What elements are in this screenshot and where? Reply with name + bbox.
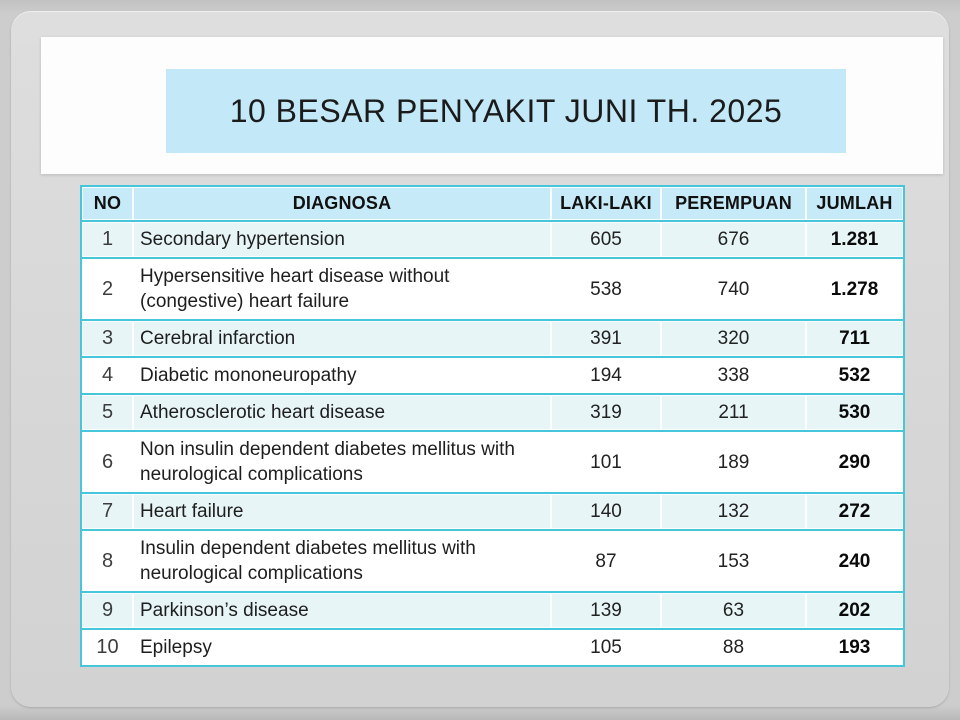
cell-perempuan: 676 bbox=[661, 220, 806, 258]
table-row: 4 Diabetic mononeuropathy 194 338 532 bbox=[81, 356, 904, 394]
cell-no: 6 bbox=[81, 430, 133, 493]
table-row: 6 Non insulin dependent diabetes mellitu… bbox=[81, 430, 904, 493]
column-header-diagnosa: DIAGNOSA bbox=[133, 186, 551, 222]
column-header-laki-laki: LAKI-LAKI bbox=[551, 186, 661, 222]
cell-diagnosa: Cerebral infarction bbox=[133, 319, 551, 357]
cell-perempuan: 132 bbox=[661, 492, 806, 530]
cell-laki-laki: 605 bbox=[551, 220, 661, 258]
cell-diagnosa: Epilepsy bbox=[133, 628, 551, 666]
cell-jumlah: 711 bbox=[806, 319, 904, 357]
table-row: 10 Epilepsy 105 88 193 bbox=[81, 628, 904, 666]
cell-no: 2 bbox=[81, 257, 133, 320]
table-row: 8 Insulin dependent diabetes mellitus wi… bbox=[81, 529, 904, 592]
column-header-no: NO bbox=[81, 186, 133, 222]
title-box: 10 BESAR PENYAKIT JUNI TH. 2025 bbox=[166, 69, 846, 153]
cell-no: 9 bbox=[81, 591, 133, 629]
cell-laki-laki: 538 bbox=[551, 257, 661, 320]
cell-laki-laki: 101 bbox=[551, 430, 661, 493]
column-header-perempuan: PEREMPUAN bbox=[661, 186, 806, 222]
cell-no: 5 bbox=[81, 393, 133, 431]
table-row: 9 Parkinson’s disease 139 63 202 bbox=[81, 591, 904, 629]
cell-diagnosa: Diabetic mononeuropathy bbox=[133, 356, 551, 394]
cell-diagnosa: Non insulin dependent diabetes mellitus … bbox=[133, 430, 551, 493]
cell-perempuan: 153 bbox=[661, 529, 806, 592]
cell-perempuan: 88 bbox=[661, 628, 806, 666]
cell-diagnosa: Insulin dependent diabetes mellitus with… bbox=[133, 529, 551, 592]
cell-perempuan: 338 bbox=[661, 356, 806, 394]
disease-table: NO DIAGNOSA LAKI-LAKI PEREMPUAN JUMLAH 1… bbox=[80, 185, 905, 667]
table-row: 3 Cerebral infarction 391 320 711 bbox=[81, 319, 904, 357]
column-header-jumlah: JUMLAH bbox=[806, 186, 904, 222]
page-title: 10 BESAR PENYAKIT JUNI TH. 2025 bbox=[229, 92, 783, 129]
cell-laki-laki: 105 bbox=[551, 628, 661, 666]
table-row: 1 Secondary hypertension 605 676 1.281 bbox=[81, 220, 904, 258]
cell-jumlah: 532 bbox=[806, 356, 904, 394]
cell-laki-laki: 391 bbox=[551, 319, 661, 357]
cell-no: 3 bbox=[81, 319, 133, 357]
cell-laki-laki: 87 bbox=[551, 529, 661, 592]
cell-diagnosa: Atherosclerotic heart disease bbox=[133, 393, 551, 431]
cell-laki-laki: 139 bbox=[551, 591, 661, 629]
cell-no: 4 bbox=[81, 356, 133, 394]
title-panel: 10 BESAR PENYAKIT JUNI TH. 2025 bbox=[41, 37, 943, 174]
cell-laki-laki: 194 bbox=[551, 356, 661, 394]
cell-no: 10 bbox=[81, 628, 133, 666]
cell-jumlah: 1.281 bbox=[806, 220, 904, 258]
cell-diagnosa: Hypersensitive heart disease without (co… bbox=[133, 257, 551, 320]
cell-no: 1 bbox=[81, 220, 133, 258]
cell-jumlah: 193 bbox=[806, 628, 904, 666]
cell-laki-laki: 140 bbox=[551, 492, 661, 530]
cell-perempuan: 189 bbox=[661, 430, 806, 493]
cell-laki-laki: 319 bbox=[551, 393, 661, 431]
cell-diagnosa: Heart failure bbox=[133, 492, 551, 530]
cell-diagnosa: Parkinson’s disease bbox=[133, 591, 551, 629]
cell-jumlah: 272 bbox=[806, 492, 904, 530]
cell-diagnosa: Secondary hypertension bbox=[133, 220, 551, 258]
cell-jumlah: 202 bbox=[806, 591, 904, 629]
cell-jumlah: 290 bbox=[806, 430, 904, 493]
cell-perempuan: 320 bbox=[661, 319, 806, 357]
cell-no: 8 bbox=[81, 529, 133, 592]
cell-perempuan: 211 bbox=[661, 393, 806, 431]
table-header-row: NO DIAGNOSA LAKI-LAKI PEREMPUAN JUMLAH bbox=[81, 186, 904, 222]
table-row: 2 Hypersensitive heart disease without (… bbox=[81, 257, 904, 320]
cell-jumlah: 530 bbox=[806, 393, 904, 431]
cell-perempuan: 63 bbox=[661, 591, 806, 629]
cell-jumlah: 1.278 bbox=[806, 257, 904, 320]
cell-no: 7 bbox=[81, 492, 133, 530]
table-row: 5 Atherosclerotic heart disease 319 211 … bbox=[81, 393, 904, 431]
table-row: 7 Heart failure 140 132 272 bbox=[81, 492, 904, 530]
cell-jumlah: 240 bbox=[806, 529, 904, 592]
cell-perempuan: 740 bbox=[661, 257, 806, 320]
